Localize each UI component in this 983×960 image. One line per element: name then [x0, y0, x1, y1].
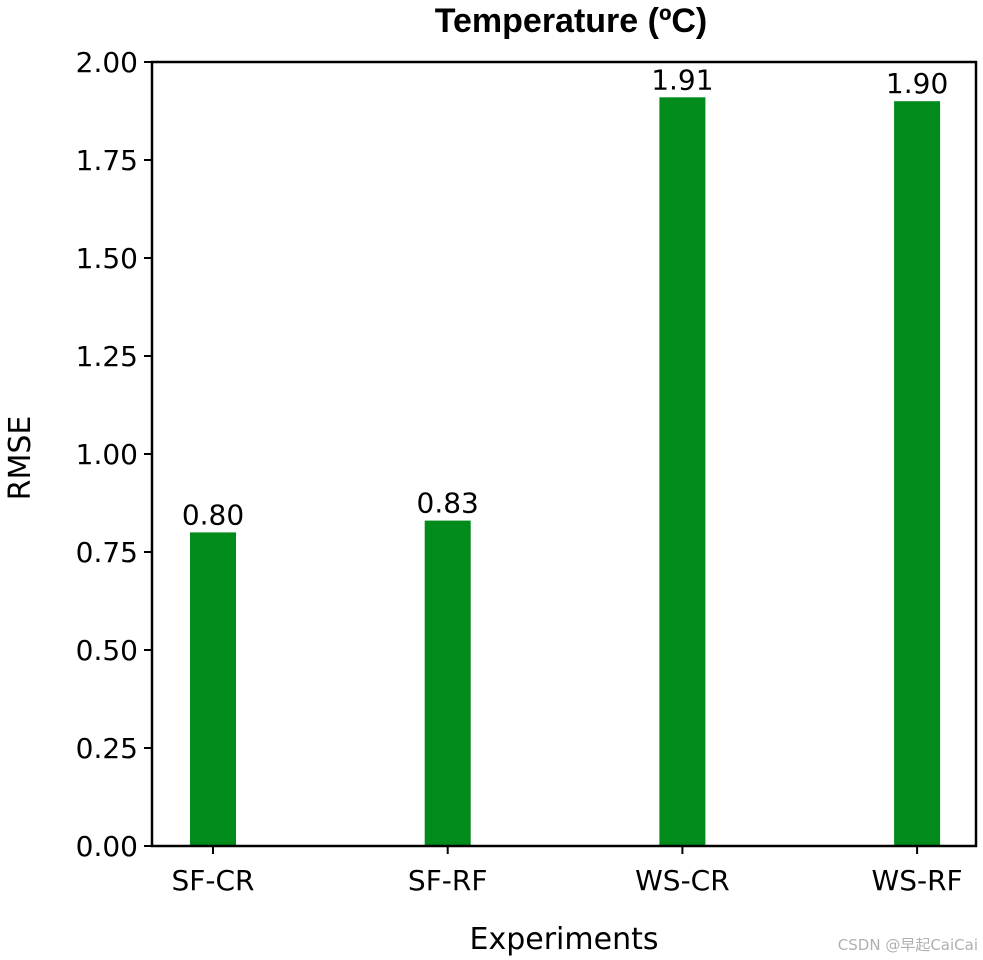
x-tick-label: SF-RF	[408, 864, 488, 897]
y-axis-label: RMSE	[3, 416, 38, 501]
y-tick-label: 1.25	[76, 340, 138, 373]
x-tick-label: WS-CR	[635, 864, 730, 897]
data-label: 0.80	[182, 498, 244, 531]
data-label: 1.90	[886, 67, 948, 100]
y-tick-label: 2.00	[76, 46, 138, 79]
watermark-text: CSDN @早起CaiCai	[838, 936, 978, 954]
data-label: 0.83	[417, 487, 479, 520]
y-tick-label: 0.75	[76, 536, 138, 569]
bars-group	[190, 97, 941, 847]
y-tick-label: 0.00	[76, 830, 138, 863]
data-label: 1.91	[651, 63, 713, 96]
y-tick-label: 1.50	[76, 242, 138, 275]
x-tick-label: WS-RF	[872, 864, 963, 897]
chart-title: Temperature (ºC)	[435, 2, 708, 40]
bar-sf-cr	[190, 532, 236, 846]
y-tick-label: 0.50	[76, 634, 138, 667]
bar-ws-cr	[659, 97, 706, 847]
y-axis: 0.00 0.25 0.50 0.75 1.00 1.25 1.50 1.75 2.00	[76, 46, 152, 863]
bar-sf-rf	[424, 520, 471, 846]
bar-ws-rf	[894, 101, 941, 846]
plot-frame	[150, 60, 978, 848]
y-tick-label: 1.75	[76, 144, 138, 177]
y-tick-label: 1.00	[76, 438, 138, 471]
data-labels-group: 0.80 0.83 1.91 1.90	[182, 63, 948, 531]
x-axis-label: Experiments	[470, 922, 659, 957]
y-tick-label: 0.25	[76, 732, 138, 765]
x-tick-label: SF-CR	[172, 864, 255, 897]
x-axis: SF-CR SF-RF WS-CR WS-RF	[172, 846, 963, 897]
